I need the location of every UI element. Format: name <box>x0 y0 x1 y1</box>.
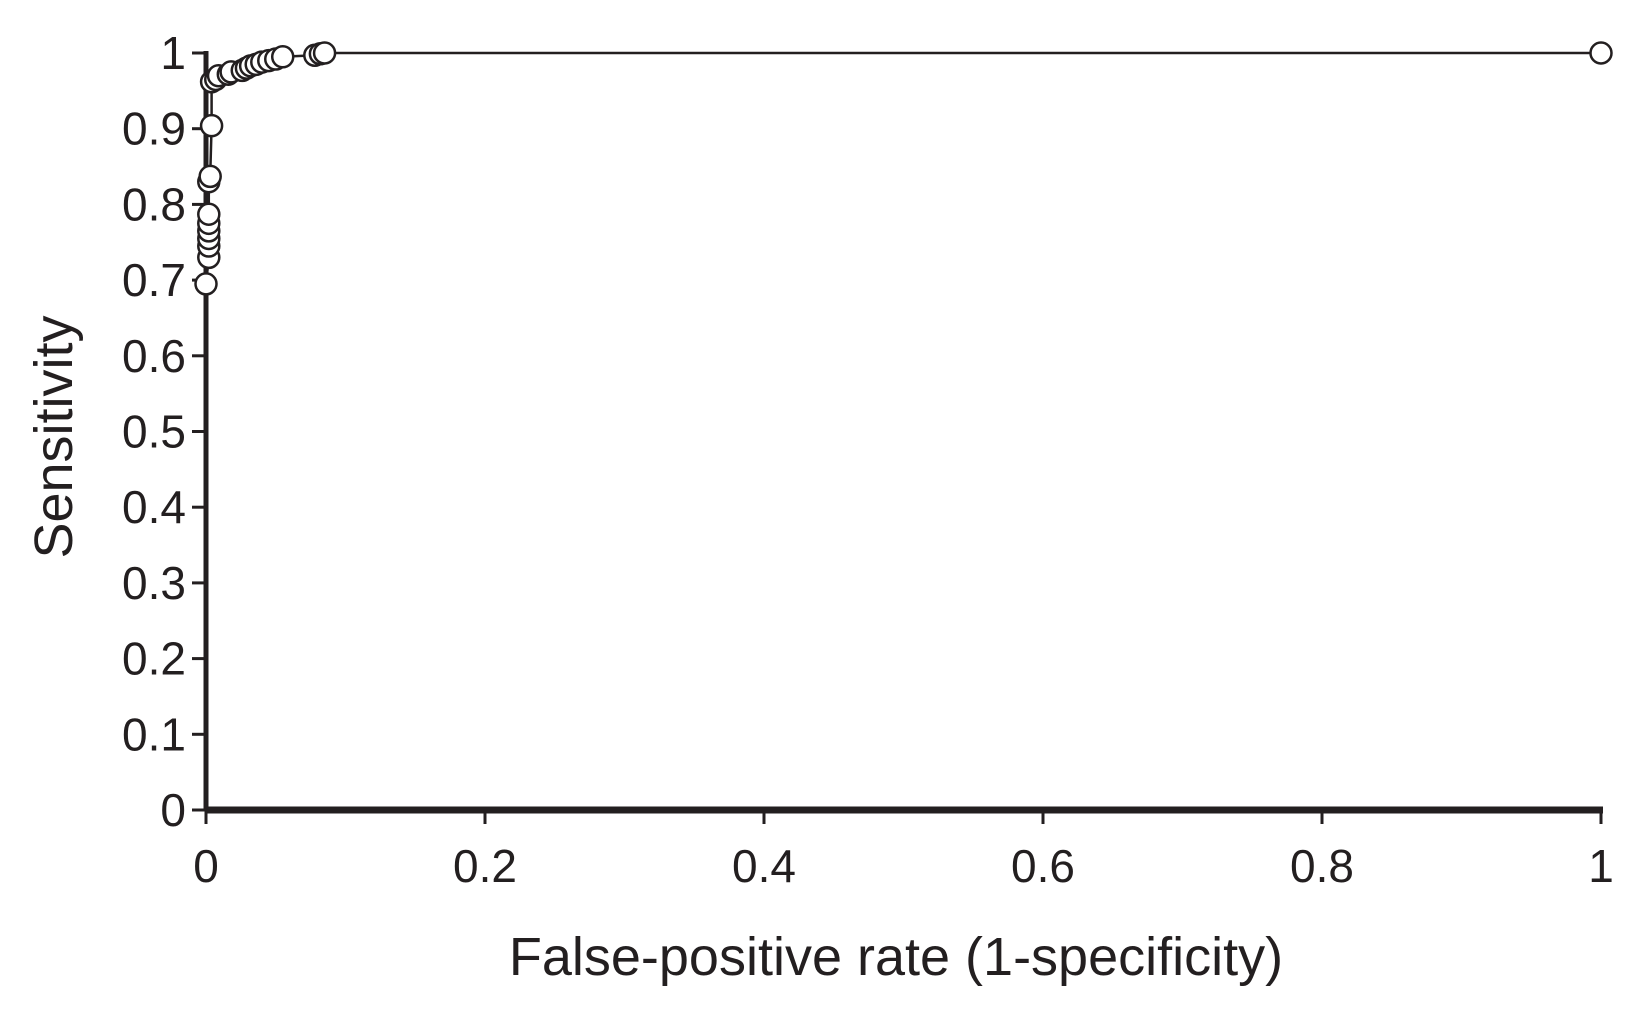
x-tick-label: 0.4 <box>732 840 796 892</box>
x-tick-label: 0.8 <box>1290 840 1354 892</box>
x-axis-title: False-positive rate (1-specificity) <box>509 927 1283 987</box>
x-tick-label: 0 <box>193 840 219 892</box>
y-tick-label: 0.2 <box>122 633 186 685</box>
x-tick-label: 0.2 <box>453 840 517 892</box>
y-tick-label: 0.6 <box>122 330 186 382</box>
data-point <box>312 41 337 65</box>
y-tick-label: 0.8 <box>122 178 186 230</box>
roc-curve-line <box>204 51 1601 810</box>
y-tick-label: 0.4 <box>122 481 186 533</box>
y-tick-label: 0 <box>160 784 186 836</box>
y-tick-label: 1 <box>160 27 186 79</box>
x-tick-label: 0.6 <box>1011 840 1075 892</box>
y-tick-label: 0.7 <box>122 254 186 306</box>
y-tick-label: 0.9 <box>122 103 186 155</box>
x-tick-label: 1 <box>1588 840 1614 892</box>
data-point <box>198 164 222 189</box>
data-point <box>197 202 221 226</box>
y-tick-label: 0.1 <box>122 708 186 760</box>
y-axis-title: Sensitivity <box>24 315 84 558</box>
y-tick-label: 0.3 <box>122 557 186 609</box>
y-tick-label: 0.5 <box>122 406 186 458</box>
data-point <box>199 113 224 138</box>
data-point <box>194 272 218 296</box>
data-point <box>270 45 295 69</box>
data-point <box>1589 41 1613 65</box>
